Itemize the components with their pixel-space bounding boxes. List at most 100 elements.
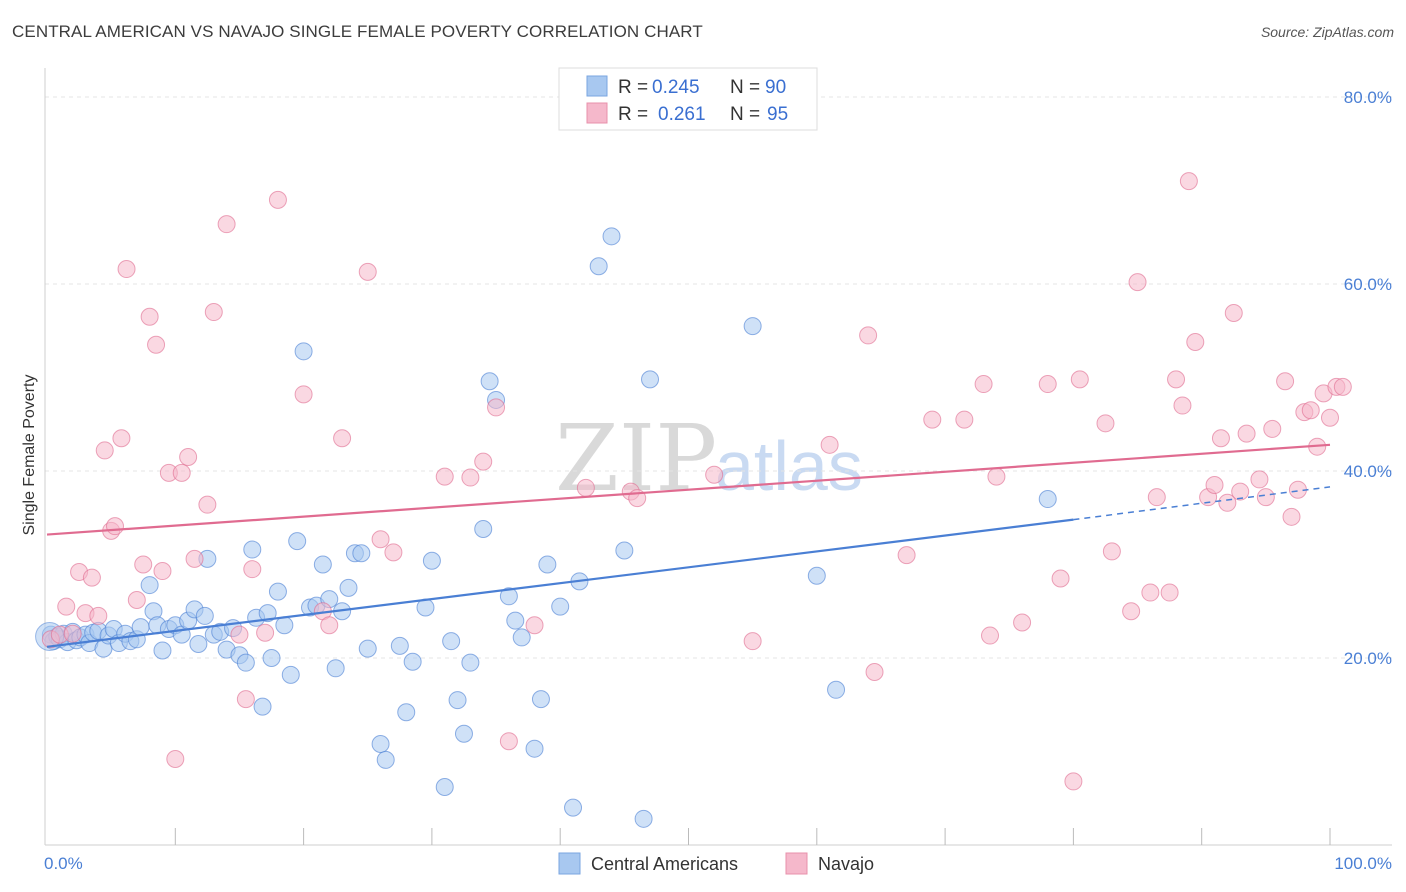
navajo-point-31 [294,385,313,404]
central-americans-point-69 [454,724,473,743]
bottom-legend: Central Americans Navajo [558,852,874,875]
central-americans-point-48 [294,342,313,361]
navajo-point-81 [1250,470,1269,489]
navajo-point-10 [105,517,124,536]
navajo-point-8 [95,441,114,460]
central-americans-point-67 [442,632,461,651]
navajo-point-71 [1173,396,1192,415]
trend-line-central-americans [46,518,1074,648]
navajo-point-70 [1167,370,1186,389]
navajo-point-72 [1179,172,1198,191]
central-americans-point-58 [358,639,377,658]
trend-line-navajo [46,443,1331,536]
central-americans-point-66 [435,778,454,797]
central-americans-point-55 [339,578,358,597]
navajo-point-54 [955,410,974,429]
navajo-point-76 [1211,429,1230,448]
central-americans-point-51 [313,555,332,574]
legend-r-label-2: R = [618,104,648,125]
y-tick-label-40: 40.0% [1344,462,1392,481]
bottom-legend-label-navajo: Navajo [818,854,874,874]
navajo-point-2 [57,597,76,616]
navajo-point-65 [1122,602,1141,621]
central-americans-point-89 [807,566,826,585]
navajo-point-79 [1231,482,1250,501]
navajo-point-61 [1064,772,1083,791]
navajo-point-59 [1038,375,1057,394]
central-americans-point-76 [512,628,531,647]
navajo-point-63 [1096,414,1115,433]
navajo-point-27 [236,690,255,709]
central-americans-point-91 [1038,490,1057,509]
central-americans-point-80 [551,597,570,616]
central-americans-point-70 [461,653,480,672]
central-americans-point-87 [641,370,660,389]
central-americans-point-65 [422,551,441,570]
central-americans-point-38 [236,653,255,672]
x-tick-max: 100.0% [1334,854,1392,873]
navajo-point-16 [147,335,166,354]
legend: R = 0.245 N = 90 R = 0.261 N = 95 [558,67,818,131]
bottom-legend-swatch-blue [558,852,581,875]
navajo-point-85 [1282,507,1301,526]
navajo-point-38 [435,467,454,486]
legend-swatch-pink [586,102,608,124]
central-americans-point-72 [480,372,499,391]
central-americans-point-20 [131,618,150,637]
navajo-point-58 [1013,613,1032,632]
central-americans-point-78 [531,690,550,709]
central-americans-point-62 [397,703,416,722]
navajo-point-6 [82,568,101,587]
y-axis-ticks: 20.0% 40.0% 60.0% 80.0% [1344,88,1392,668]
central-americans-point-79 [538,555,557,574]
navajo-point-67 [1141,583,1160,602]
y-tick-label-60: 60.0% [1344,275,1392,294]
navajo-point-14 [134,555,153,574]
central-americans-point-88 [743,317,762,336]
bottom-legend-swatch-pink [785,852,808,875]
navajo-point-20 [172,463,191,482]
legend-n-value-1: 90 [765,77,786,98]
navajo-point-44 [576,478,595,497]
navajo-point-40 [474,452,493,471]
central-americans-point-75 [506,611,525,630]
navajo-point-68 [1147,488,1166,507]
navajo-point-77 [1218,493,1237,512]
x-tick-min: 0.0% [44,854,83,873]
navajo-point-55 [974,375,993,394]
legend-n-value-2: 95 [767,104,788,125]
navajo-point-52 [897,546,916,565]
y-tick-label-20: 20.0% [1344,649,1392,668]
navajo-point-42 [499,732,518,751]
navajo-point-13 [127,591,146,610]
navajo-point-62 [1070,370,1089,389]
legend-r-value-1: 0.245 [652,77,700,98]
central-americans-point-57 [352,544,371,563]
central-americans-point-24 [153,641,172,660]
central-americans-point-46 [281,665,300,684]
y-axis-label: Single Female Poverty [21,375,38,536]
navajo-point-47 [705,465,724,484]
central-americans-point-63 [403,652,422,671]
navajo-point-82 [1256,488,1275,507]
navajo-point-28 [243,560,262,579]
navajo-point-3 [63,624,82,643]
central-americans-point-21 [140,576,159,595]
navajo-point-29 [256,623,275,642]
chart-title: CENTRAL AMERICAN VS NAVAJO SINGLE FEMALE… [12,22,703,41]
central-americans-point-42 [258,604,277,623]
central-americans-point-90 [827,680,846,699]
legend-n-label-2: N = [730,104,760,125]
navajo-point-34 [333,429,352,448]
trend-lines [46,443,1331,648]
navajo-point-91 [1321,408,1339,427]
central-americans-point-31 [195,606,214,625]
central-americans-point-45 [275,616,294,635]
navajo-point-15 [140,307,159,326]
source-label: Source: ZipAtlas.com [1260,24,1394,40]
central-americans-point-77 [525,739,544,758]
legend-swatch-blue [586,75,608,97]
navajo-point-51 [865,663,884,682]
central-americans-point-83 [589,257,608,276]
